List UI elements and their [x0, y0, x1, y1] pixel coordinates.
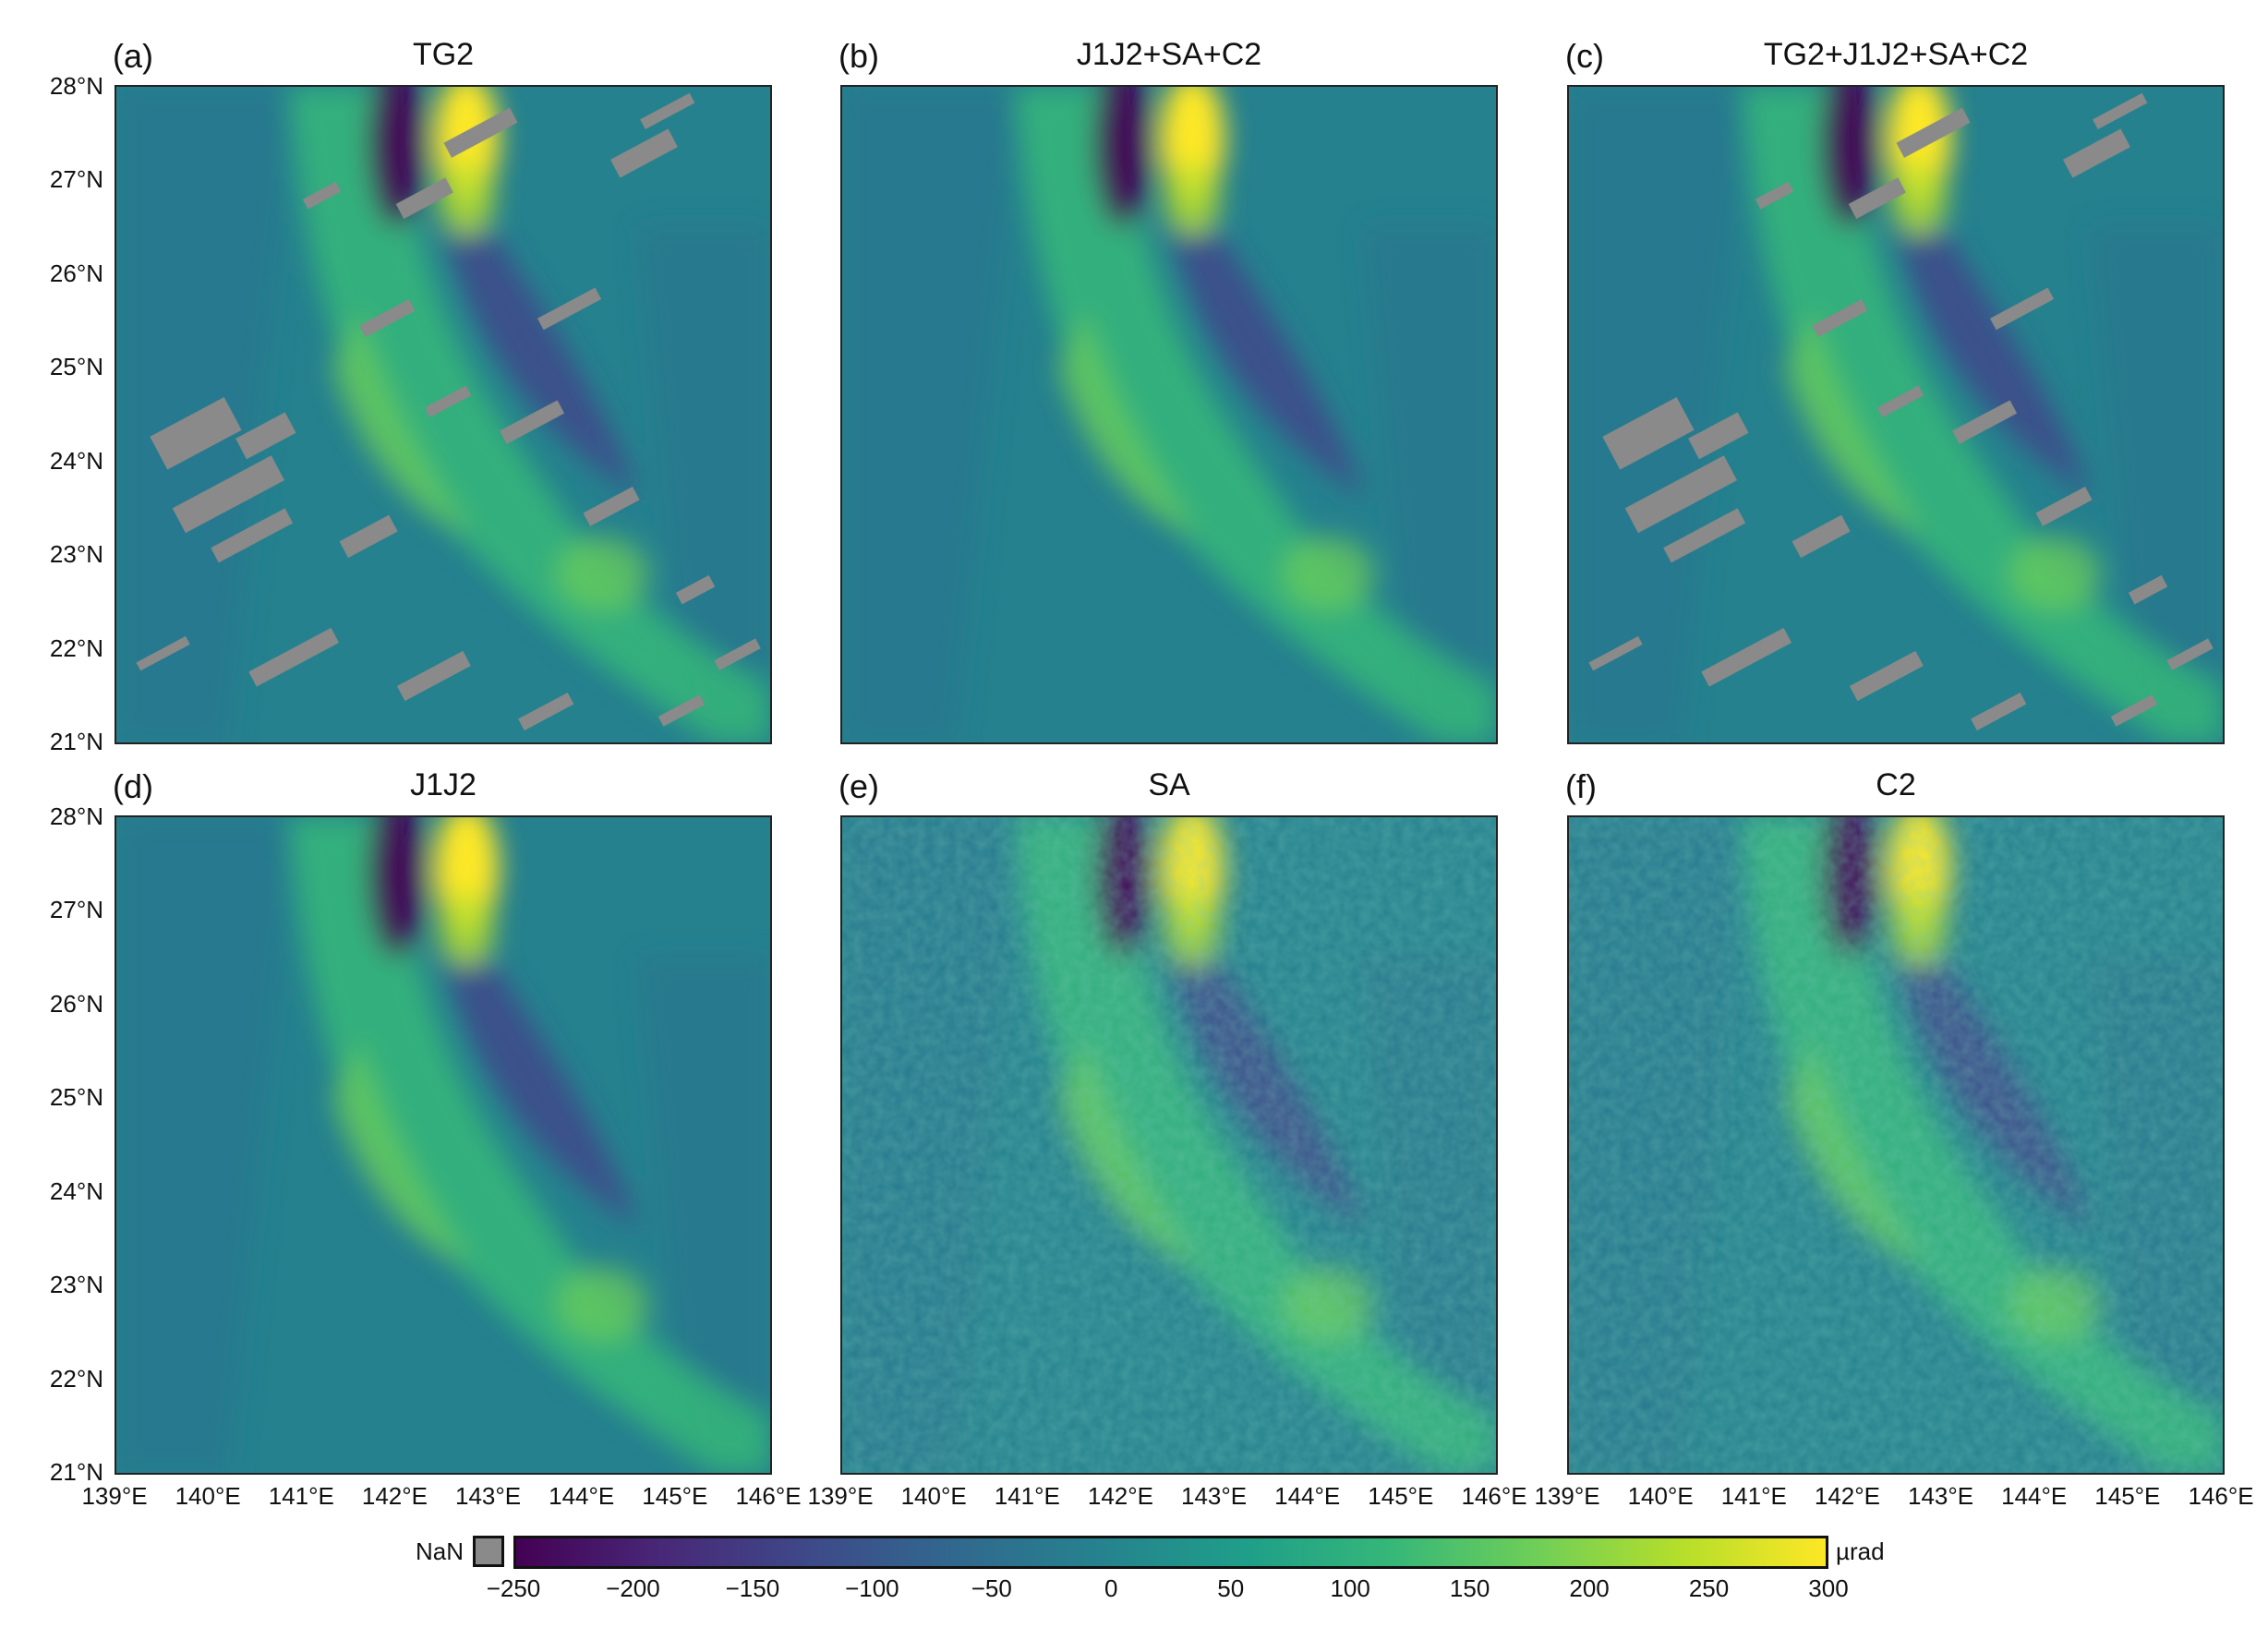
lon-label: 146°E: [1461, 1482, 1527, 1510]
panel-label: (a): [113, 37, 153, 75]
lon-label: 146°E: [2188, 1482, 2254, 1510]
colorbar-tick-label: −50: [971, 1574, 1012, 1602]
panel-label: (f): [1565, 767, 1597, 805]
lat-label: 27°N: [49, 896, 103, 924]
map-field: [115, 85, 772, 744]
lon-label: 144°E: [549, 1482, 615, 1510]
map-field: [1567, 85, 2225, 744]
lat-label: 24°N: [49, 446, 103, 475]
lon-label: 143°E: [455, 1482, 522, 1510]
colorbar-tick-label: −250: [486, 1574, 541, 1602]
lon-label: 145°E: [2094, 1482, 2161, 1510]
lat-label: 24°N: [49, 1176, 103, 1205]
colorbar-tick-label: 150: [1449, 1574, 1490, 1602]
lon-label: 140°E: [175, 1482, 241, 1510]
lat-label: 22°N: [49, 633, 103, 662]
lon-label: 140°E: [900, 1482, 967, 1510]
colorbar-tick-label: 300: [1808, 1574, 1849, 1602]
panel-title: TG2: [412, 37, 475, 72]
colorbar-tick-label: −100: [845, 1574, 899, 1602]
panel-title: SA: [1148, 767, 1190, 802]
panel-title: J1J2: [410, 767, 477, 802]
lat-label: 28°N: [49, 802, 103, 830]
colorbar-tick-label: −200: [606, 1574, 660, 1602]
lon-label: 143°E: [1181, 1482, 1248, 1510]
lon-label: 139°E: [1534, 1482, 1600, 1510]
colorbar-nan-label: NaN: [416, 1538, 464, 1565]
map-field: [1567, 815, 2225, 1475]
lon-label: 140°E: [1627, 1482, 1694, 1510]
lon-label: 143°E: [1908, 1482, 1974, 1510]
lon-label: 141°E: [268, 1482, 334, 1510]
lon-label: 144°E: [1274, 1482, 1341, 1510]
colorbar-nan-swatch: [473, 1536, 504, 1567]
panel-label: (e): [838, 767, 879, 805]
panel-title: J1J2+SA+C2: [1076, 37, 1262, 72]
lon-label: 145°E: [642, 1482, 708, 1510]
map-field: [115, 815, 772, 1475]
lat-label: 21°N: [49, 1458, 103, 1486]
panel-label: (d): [113, 767, 153, 805]
map-field: [840, 815, 1498, 1475]
colorbar-tick-label: −150: [725, 1574, 780, 1602]
colorbar-gradient: [513, 1536, 1828, 1569]
lat-label: 26°N: [49, 989, 103, 1018]
lon-label: 139°E: [807, 1482, 874, 1510]
lat-label: 21°N: [49, 728, 103, 755]
colorbar-tick-label: 50: [1217, 1574, 1245, 1602]
lat-label: 27°N: [49, 165, 103, 194]
lon-label: 144°E: [2001, 1482, 2068, 1510]
lon-label: 142°E: [361, 1482, 428, 1510]
lat-label: 26°N: [49, 259, 103, 287]
lat-label: 25°N: [49, 353, 103, 381]
panel-label: (b): [838, 37, 879, 75]
lon-label: 142°E: [1087, 1482, 1153, 1510]
lat-label: 23°N: [49, 540, 103, 569]
lon-label: 141°E: [994, 1482, 1060, 1510]
lon-label: 141°E: [1720, 1482, 1787, 1510]
panel-title: TG2+J1J2+SA+C2: [1763, 37, 2029, 72]
lat-label: 25°N: [49, 1083, 103, 1112]
lat-label: 23°N: [49, 1271, 103, 1299]
lat-label: 28°N: [49, 72, 103, 100]
colorbar-tick-label: 100: [1330, 1574, 1370, 1602]
lon-label: 146°E: [735, 1482, 802, 1510]
panel-label: (c): [1565, 37, 1604, 75]
colorbar-unit: µrad: [1836, 1538, 1885, 1565]
map-field: [840, 85, 1498, 744]
panel-title: C2: [1876, 767, 1916, 802]
colorbar-tick-label: 250: [1688, 1574, 1730, 1602]
colorbar-tick-label: 200: [1569, 1574, 1610, 1602]
colorbar-tick-label: 0: [1104, 1574, 1118, 1602]
lon-label: 142°E: [1814, 1482, 1880, 1510]
lon-label: 145°E: [1368, 1482, 1434, 1510]
lat-label: 22°N: [49, 1364, 103, 1393]
lon-label: 139°E: [81, 1482, 148, 1510]
